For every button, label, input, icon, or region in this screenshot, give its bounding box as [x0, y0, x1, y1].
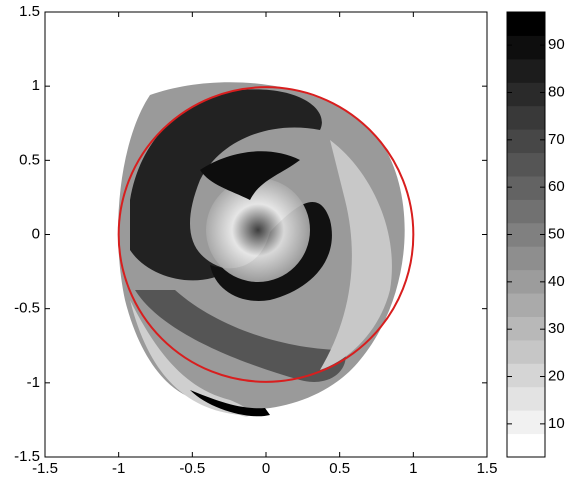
x-tick-label: 0 — [262, 460, 270, 477]
colorbar-band — [507, 316, 545, 340]
colorbar-tick-label: 10 — [548, 415, 565, 432]
colorbar-tick-label: 30 — [548, 320, 565, 337]
colorbar-band — [507, 270, 545, 294]
colorbar-tick-label: 80 — [548, 83, 565, 100]
colorbar-tick-label: 40 — [548, 273, 565, 290]
y-tick-label: -0.5 — [14, 300, 40, 317]
colorbar-band — [507, 106, 545, 130]
colorbar-band — [507, 223, 545, 247]
colorbar-tick-label: 60 — [548, 178, 565, 195]
colorbar-band — [507, 12, 545, 36]
colorbar-band — [507, 82, 545, 106]
y-tick-label: 0.5 — [19, 151, 40, 168]
y-tick-label: -1.5 — [14, 448, 40, 465]
y-tick-label: -1 — [27, 374, 40, 391]
colorbar-band — [507, 35, 545, 59]
x-tick-label: 0.5 — [329, 460, 350, 477]
colorbar-band — [507, 340, 545, 364]
colorbar-band — [507, 176, 545, 200]
colorbar-tick-label: 20 — [548, 367, 565, 384]
chart: -1.5-1-0.500.511.5-1.5-1-0.500.511.51020… — [0, 0, 568, 483]
y-tick-label: 0 — [32, 225, 40, 242]
y-tick-label: 1.5 — [19, 3, 40, 20]
x-tick-label: 1 — [409, 460, 417, 477]
colorbar-band — [507, 59, 545, 83]
colorbar-band — [507, 387, 545, 411]
colorbar-band — [507, 410, 545, 434]
x-tick-label: 1.5 — [477, 460, 498, 477]
colorbar-band — [507, 363, 545, 387]
colorbar-tick-label: 70 — [548, 131, 565, 148]
colorbar-band — [507, 153, 545, 177]
colorbar-tick-label: 90 — [548, 36, 565, 53]
colorbar-band — [507, 246, 545, 270]
x-tick-label: -0.5 — [179, 460, 205, 477]
colorbar-tick-label: 50 — [548, 225, 565, 242]
x-tick-label: -1 — [112, 460, 125, 477]
colorbar-band — [507, 199, 545, 223]
colorbar-band — [507, 434, 545, 458]
colorbar-band — [507, 293, 545, 317]
y-tick-label: 1 — [32, 77, 40, 94]
colorbar-band — [507, 129, 545, 153]
